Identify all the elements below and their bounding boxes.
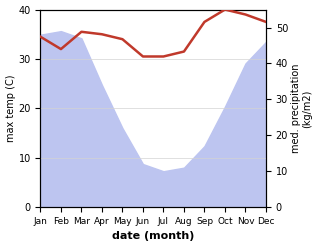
Y-axis label: med. precipitation
(kg/m2): med. precipitation (kg/m2): [291, 64, 313, 153]
X-axis label: date (month): date (month): [112, 231, 194, 242]
Y-axis label: max temp (C): max temp (C): [5, 75, 16, 142]
